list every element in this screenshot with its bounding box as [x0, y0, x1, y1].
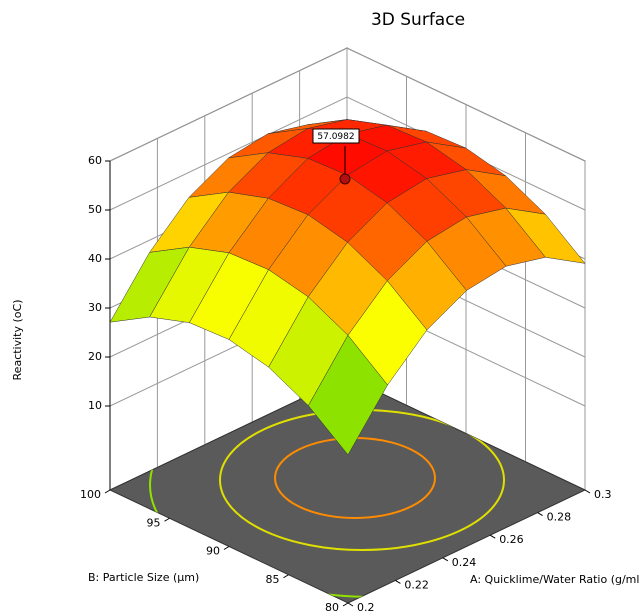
annotation: 57.0982: [317, 132, 354, 142]
z-tick-label: 30: [88, 301, 102, 314]
z-tick-label: 20: [88, 350, 102, 363]
y-axis-title: B: Particle Size (µm): [88, 571, 199, 584]
x-tick: [442, 557, 449, 562]
z-axis-title: Reactivity (oC): [11, 300, 24, 381]
y-tick: [104, 489, 111, 494]
y-tick-label: 85: [266, 573, 280, 586]
z-tick-label: 60: [88, 154, 102, 167]
x-tick: [489, 534, 496, 539]
y-tick-label: 100: [80, 488, 101, 501]
design-point: [339, 173, 351, 185]
x-tick: [347, 602, 354, 607]
x-tick-label: 0.3: [594, 488, 612, 501]
y-tick: [164, 517, 170, 522]
x-axis-title: A: Quicklime/Water Ratio (g/ml): [470, 573, 640, 586]
x-tick-label: 0.26: [499, 533, 524, 546]
x-tick-label: 0.2: [357, 601, 375, 614]
x-tick-label: 0.22: [404, 578, 429, 591]
x-tick: [584, 489, 591, 494]
x-tick-label: 0.24: [452, 556, 477, 569]
annotation-box: [312, 128, 360, 144]
y-tick: [283, 574, 289, 579]
z-tick-label: 50: [88, 203, 102, 216]
x-tick-label: 0.28: [547, 511, 572, 524]
chart-title: 3D Surface: [371, 10, 465, 30]
axes: 10 20 30 40 50 60 0.2 0.22 0.24 0.26 0.28 0.3 80 85 90…: [80, 154, 612, 614]
y-tick-label: 95: [147, 516, 161, 529]
y-tick-label: 90: [206, 545, 220, 558]
z-tick-label: 40: [88, 252, 102, 265]
y-tick: [342, 602, 349, 607]
x-tick: [537, 512, 543, 517]
x-tick: [395, 579, 401, 584]
y-tick-label: 80: [325, 601, 339, 614]
z-tick-label: 10: [88, 399, 102, 412]
y-tick: [223, 546, 230, 550]
surface: [109, 119, 586, 456]
surface-cell: [308, 334, 388, 456]
